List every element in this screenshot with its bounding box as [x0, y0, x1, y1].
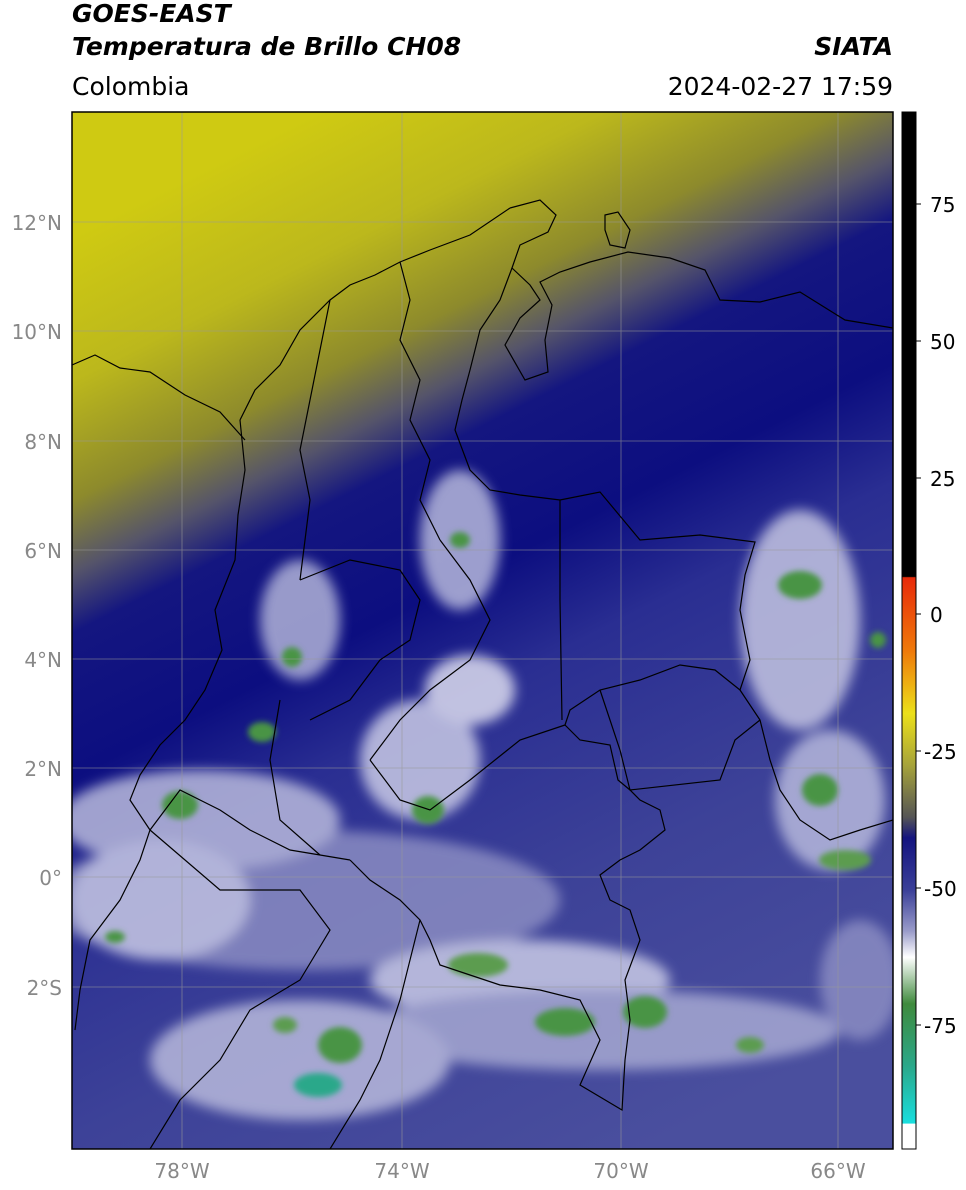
- department-border-east: [369, 539, 491, 761]
- lat-label-4n: 4°N: [24, 648, 62, 672]
- boundaries: [72, 199, 893, 1149]
- panama-coast: [72, 354, 246, 441]
- product-title: Temperatura de Brillo CH08: [72, 32, 462, 61]
- colorbar-label-50: 50: [930, 330, 955, 354]
- colorbar-label-0: 0: [930, 603, 943, 627]
- lat-label-8n: 8°N: [24, 430, 62, 454]
- lat-label-2n: 2°N: [24, 757, 62, 781]
- colorbar-label-minus50: -50: [924, 877, 957, 901]
- datetime-label: 2024-02-27 17:59: [667, 72, 893, 101]
- cold-cloud-tops: [105, 532, 886, 1097]
- colorbar-label-minus25: -25: [924, 740, 957, 764]
- lat-label-10n: 10°N: [12, 320, 62, 344]
- colorbar-label-minus75: -75: [924, 1014, 957, 1038]
- lon-label-70w: 70°W: [593, 1159, 648, 1183]
- department-border-vertical: [559, 500, 563, 721]
- venezuela-brazil-border: [739, 689, 893, 841]
- ecuador-peru-border: [149, 829, 331, 1149]
- colorbar-label-25: 25: [930, 467, 955, 491]
- peru-brazil-border: [329, 919, 421, 1149]
- lon-label-66w: 66°W: [810, 1159, 865, 1183]
- map-frame: [71, 111, 894, 1150]
- colombia-caribbean-coast: [239, 207, 511, 421]
- graticule: [72, 112, 893, 1149]
- cloud-bands: [72, 470, 893, 1120]
- colorbar-scale: [901, 111, 917, 1150]
- department-border-central: [299, 299, 331, 581]
- colorbar: 75 50 25 0 -25 -50 -75: [901, 111, 957, 1150]
- lon-label-74w: 74°W: [374, 1159, 429, 1183]
- guajira-outline: [604, 211, 631, 249]
- brightness-temperature-field: [72, 112, 893, 1149]
- lat-label-12n: 12°N: [12, 211, 62, 235]
- department-border-southwest: [269, 699, 321, 856]
- lat-label-0: 0°: [39, 866, 62, 890]
- venezuela-interior-border: [599, 689, 761, 791]
- lat-label-6n: 6°N: [24, 539, 62, 563]
- department-border-south: [369, 724, 566, 811]
- region-label: Colombia: [72, 72, 190, 101]
- department-border-west: [299, 559, 421, 721]
- agency-label: SIATA: [814, 32, 893, 61]
- satellite-title: GOES-EAST: [72, 0, 231, 28]
- pacific-coast: [74, 419, 246, 1031]
- department-border-north: [399, 261, 441, 541]
- colorbar-label-75: 75: [930, 193, 955, 217]
- colombia-brazil-border: [349, 724, 666, 1112]
- longitude-labels: 78°W 74°W 70°W 66°W: [154, 1159, 865, 1183]
- lat-label-2s: 2°S: [27, 976, 62, 1000]
- latitude-labels: 12°N 10°N 8°N 6°N 4°N 2°N 0° 2°S: [12, 211, 62, 1000]
- caribbean-coastline: [504, 199, 893, 381]
- lon-label-78w: 78°W: [154, 1159, 209, 1183]
- colombia-venezuela-border: [454, 267, 756, 726]
